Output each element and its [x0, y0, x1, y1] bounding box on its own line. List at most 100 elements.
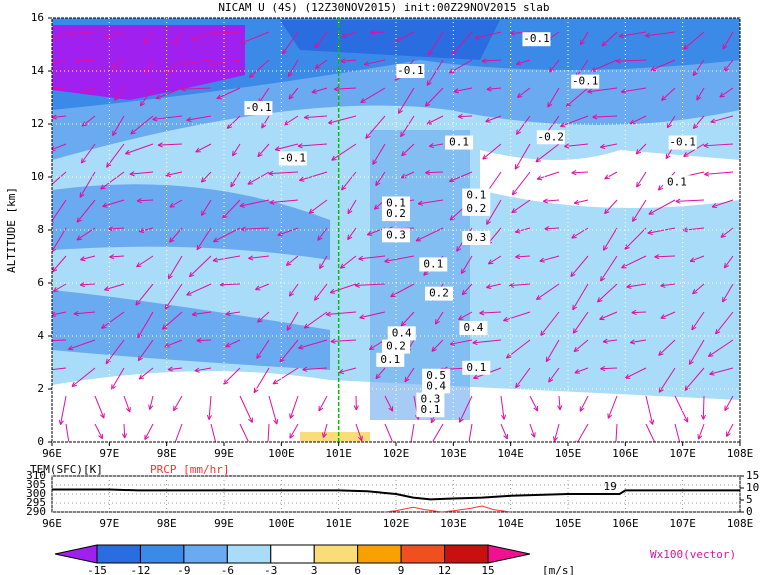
wind-vector-head — [104, 33, 110, 39]
wind-vector — [704, 171, 734, 175]
wind-vector-head — [505, 353, 512, 359]
wind-vector-head — [360, 98, 366, 103]
wind-vector — [196, 227, 212, 251]
contour-label: 0.1 — [466, 189, 486, 202]
wind-vector — [631, 311, 647, 314]
x-tick-label: 97E — [99, 447, 119, 460]
wind-vector-head — [363, 61, 370, 67]
wind-vector — [719, 87, 734, 98]
wind-vector-head — [298, 344, 304, 350]
wind-vector — [181, 87, 212, 90]
wind-vector-head — [194, 367, 200, 373]
y-tick-label: 4 — [37, 329, 44, 342]
wind-vector-head — [692, 70, 698, 77]
wind-vector-head — [548, 377, 554, 383]
wind-vector — [347, 227, 357, 240]
wind-vector-head — [223, 379, 229, 385]
annotation-box — [668, 135, 697, 150]
wind-vector — [100, 171, 125, 190]
wind-vector — [658, 339, 676, 356]
wind-vector-head — [564, 143, 570, 149]
contour-label: 0.3 — [420, 393, 440, 406]
wind-vector-head — [449, 177, 455, 183]
wind-vector — [571, 171, 589, 174]
wind-vector — [213, 227, 241, 243]
colorbar-bin — [270, 544, 315, 564]
wind-vector-head — [130, 129, 136, 135]
wind-vector-head — [515, 254, 521, 260]
wind-vector — [708, 339, 734, 357]
wind-vector — [661, 87, 676, 101]
wind-vector — [468, 423, 473, 442]
wind-vector — [579, 395, 589, 412]
wind-vector — [645, 423, 656, 442]
annotation-box — [382, 228, 410, 243]
wind-vector-head — [302, 366, 308, 372]
wind-vector-head — [139, 100, 145, 107]
wind-vector-head — [511, 189, 518, 196]
wind-vector-head — [473, 374, 479, 380]
wind-vector — [545, 339, 560, 362]
wind-vector-head — [318, 405, 324, 412]
wind-vector — [358, 255, 386, 260]
wind-vector — [459, 395, 473, 423]
wind-vector — [267, 423, 270, 442]
wind-vector — [457, 115, 473, 118]
wind-vector-head — [137, 332, 143, 339]
wind-vector — [503, 311, 531, 322]
wind-vector — [482, 143, 502, 160]
y-tick-label: 295 — [26, 496, 46, 509]
wind-vector-head — [325, 311, 332, 317]
wind-vector — [400, 171, 415, 179]
wind-vector-head — [98, 433, 103, 440]
wind-vector — [636, 171, 647, 188]
wind-vector — [579, 31, 589, 46]
wind-vector — [286, 311, 299, 331]
wind-vector — [702, 395, 705, 420]
wind-vector — [472, 339, 502, 344]
wind-vector — [648, 199, 676, 215]
wind-vector-head — [248, 417, 253, 423]
wind-vector — [222, 199, 241, 219]
wind-vector-head — [535, 157, 541, 163]
wind-vector — [105, 339, 125, 365]
wind-vector-head — [725, 431, 731, 437]
wind-vector-head — [248, 255, 254, 261]
wind-vector — [384, 255, 415, 263]
wind-vector-head — [711, 203, 718, 209]
wind-vector — [723, 255, 734, 269]
wind-vector — [692, 59, 705, 76]
colorbar-label: -6 — [221, 564, 234, 575]
wind-vector-head — [354, 282, 360, 288]
wind-vector — [592, 115, 618, 118]
y2-tick-label: 0 — [746, 505, 753, 518]
wind-vector — [109, 255, 125, 258]
contour-label: 0.4 — [426, 379, 446, 392]
wind-vector-head — [109, 254, 115, 260]
colorbar-label: -12 — [131, 564, 151, 575]
wind-vector-head — [338, 368, 344, 374]
wind-vector-head — [340, 58, 346, 64]
wind-vector-head — [574, 368, 580, 374]
wind-vector-head — [579, 406, 585, 412]
wind-vector — [549, 59, 560, 73]
wind-vector — [106, 143, 125, 168]
wind-vector-head — [536, 294, 542, 301]
wind-vector — [111, 59, 125, 69]
wind-vector-head — [448, 68, 455, 74]
wind-vector — [52, 87, 67, 90]
wind-vector-head — [487, 259, 494, 265]
wind-vector-head — [626, 283, 632, 289]
wind-vector — [80, 143, 96, 164]
wind-vector — [486, 199, 502, 225]
wind-vector-head — [317, 235, 323, 241]
annotation-box — [522, 32, 551, 47]
wind-vector-head — [723, 262, 730, 269]
wind-vector — [226, 115, 241, 129]
wind-vector-head — [212, 30, 218, 36]
wind-vector — [410, 423, 415, 442]
wind-vector — [536, 283, 560, 300]
wind-vector — [500, 395, 505, 420]
wind-vector — [108, 227, 125, 230]
wind-vector — [415, 227, 444, 242]
